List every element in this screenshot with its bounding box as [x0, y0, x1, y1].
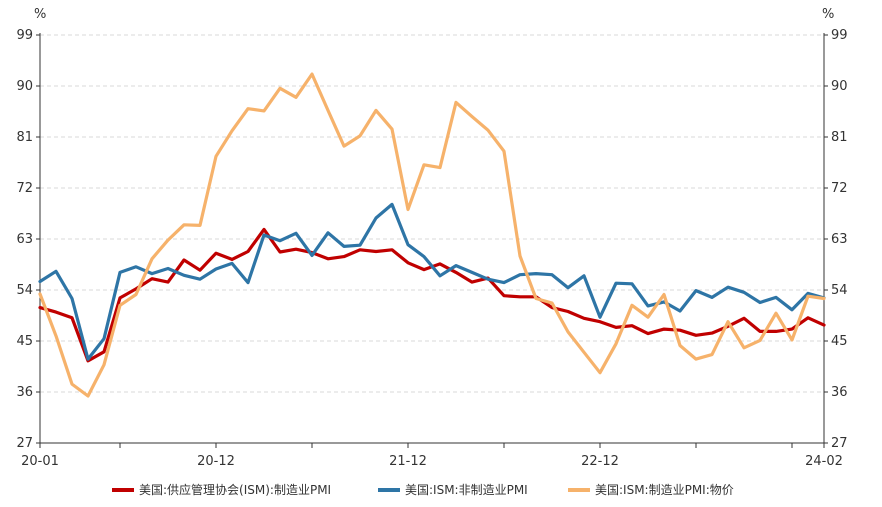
y-tick-label-right: 72 [831, 181, 848, 196]
y-tick-label-left: 63 [16, 232, 33, 247]
series-line-2 [38, 72, 826, 398]
y-tick-label-right: 54 [831, 283, 848, 298]
y-tick-label-left: 81 [16, 130, 33, 145]
y-tick-label-left: 99 [16, 28, 33, 43]
x-tick-label: 22-12 [581, 454, 619, 469]
y-tick-label-right: 45 [831, 334, 848, 349]
x-tick-label: 21-12 [389, 454, 427, 469]
legend-label-2: 美国:ISM:制造业PMI:物价 [595, 483, 734, 497]
legend-label-1: 美国:ISM:非制造业PMI [405, 483, 528, 497]
y-tick-label-left: 36 [16, 385, 33, 400]
y-tick-label-right: 36 [831, 385, 848, 400]
y-tick-label-right: 27 [831, 436, 848, 451]
y-tick-label-right: 63 [831, 232, 848, 247]
left-axis-unit: % [34, 7, 46, 22]
grid-lines [40, 34, 824, 393]
y-tick-label-left: 90 [16, 79, 33, 94]
x-tick-label: 20-01 [21, 454, 59, 469]
series-lines [38, 72, 826, 398]
y-tick-label-right: 81 [831, 130, 848, 145]
legend: 美国:供应管理协会(ISM):制造业PMI 美国:ISM:非制造业PMI 美国:IS… [112, 482, 734, 497]
y-tick-label-left: 27 [16, 436, 33, 451]
x-tick-label: 20-12 [197, 454, 235, 469]
right-axis-unit: % [822, 7, 834, 22]
y-tick-label-left: 45 [16, 334, 33, 349]
series-line-1 [38, 202, 826, 361]
x-tick-label: 24-02 [805, 454, 843, 469]
y-tick-label-right: 90 [831, 79, 848, 94]
y-tick-label-left: 72 [16, 181, 33, 196]
y-tick-label-left: 54 [16, 283, 33, 298]
legend-label-0: 美国:供应管理协会(ISM):制造业PMI [139, 482, 331, 497]
y-tick-label-right: 99 [831, 28, 848, 43]
axes: 27 27 36 36 45 45 54 54 63 63 72 72 81 81 90 90 99 99 20-0… [16, 28, 847, 469]
